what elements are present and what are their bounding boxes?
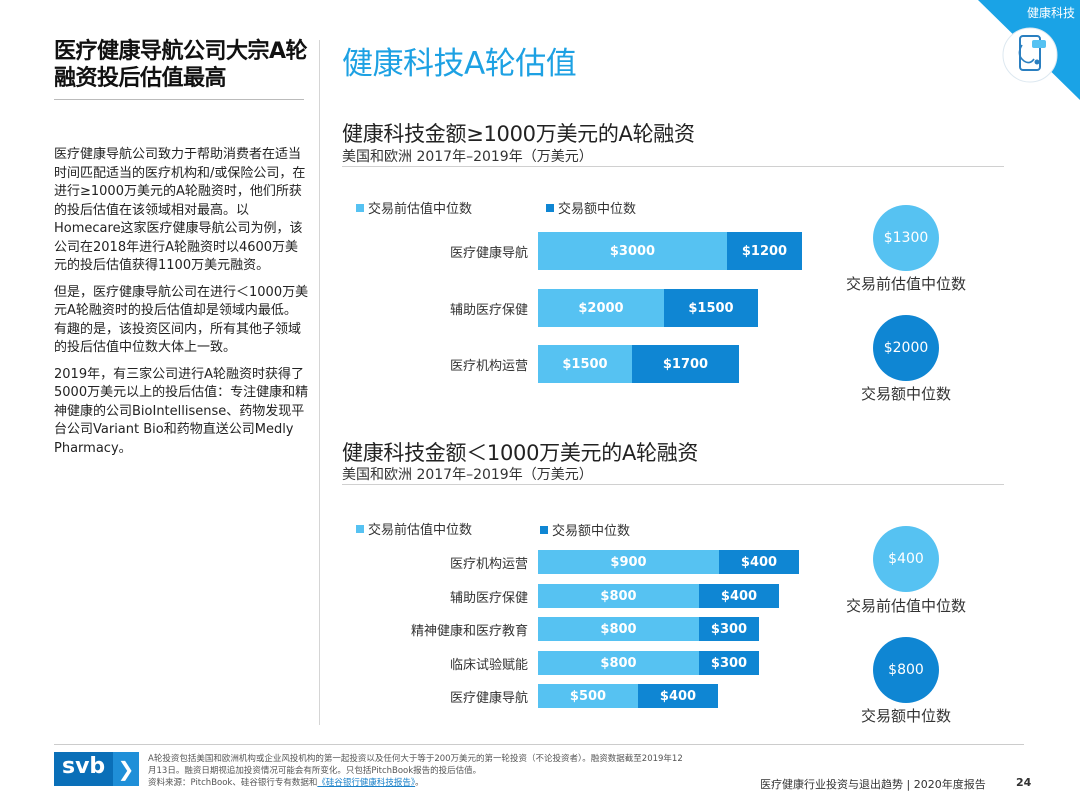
chart2-bar-deal: $300 (699, 651, 759, 675)
footnote-text: A轮投资包括美国和欧洲机构或企业风投机构的第一起投资以及任何大于等于200万美元… (148, 754, 683, 776)
footnote-end: 。 (415, 778, 424, 788)
chart2-bar-pre: $800 (538, 617, 699, 641)
health-tech-icon (1002, 27, 1058, 83)
chart2-bubble-deal-caption: 交易额中位数 (860, 707, 951, 725)
legend-swatch-pre (356, 203, 364, 212)
footnote-source: 资料来源：PitchBook、硅谷银行专有数据和 (148, 778, 318, 788)
left-headline: 医疗健康导航公司大宗A轮融资投后估值最高 (54, 39, 308, 91)
left-divider (54, 99, 304, 100)
report-link[interactable]: 《硅谷银行健康科技报告》 (317, 778, 416, 788)
chart1-bar-pre: $2000 (538, 289, 664, 327)
chart2-bar-pre: $500 (538, 684, 638, 708)
column-divider (319, 40, 320, 725)
chart1-bar-deal: $1200 (727, 232, 802, 270)
chart2-bubble-pre-caption: 交易前估值中位数 (845, 597, 966, 615)
chart2-rule (342, 484, 1004, 485)
svb-logo: svb ❯ (54, 752, 139, 786)
chart2-category-label: 临床试验赋能 (449, 658, 528, 673)
chart2-bar-deal: $400 (638, 684, 718, 708)
chart2-bar-pre: $900 (538, 550, 719, 574)
body-paragraph-3: 2019年，有三家公司进行A轮融资时获得了5000万美元以上的投后估值：专注健康… (54, 366, 309, 456)
chart2-bar-pre: $800 (538, 651, 699, 675)
chart1-bubble-pre: $1300 (873, 205, 939, 271)
chart1-bar-deal: $1700 (632, 345, 739, 383)
svb-logo-text: svb (62, 754, 106, 779)
chart1-subtitle: 美国和欧洲 2017年–2019年（万美元） (342, 149, 593, 165)
chart2-category-label: 精神健康和医疗教育 (410, 624, 528, 639)
chart1-category-label: 医疗健康导航 (449, 246, 528, 261)
chart2-bar-deal: $400 (699, 584, 779, 608)
chart1-title: 健康科技金额≥1000万美元的A轮融资 (342, 122, 695, 146)
chart1-bubble-pre-caption: 交易前估值中位数 (845, 275, 966, 293)
footer-rule (54, 744, 1024, 745)
left-body-text: 医疗健康导航公司致力于帮助消费者在适当时间匹配适当的医疗机构和/或保险公司，在进… (54, 146, 309, 466)
section-tag: 健康科技 (1026, 6, 1075, 20)
chart1-legend-pre: 交易前估值中位数 (356, 198, 472, 217)
chart2-category-label: 医疗健康导航 (449, 691, 528, 706)
chart1-category-label: 医疗机构运营 (449, 359, 528, 374)
chart1-rule (342, 166, 1004, 167)
body-paragraph-1: 医疗健康导航公司致力于帮助消费者在适当时间匹配适当的医疗机构和/或保险公司，在进… (54, 147, 306, 273)
chart1-bar-deal: $1500 (664, 289, 758, 327)
chart2-bar-deal: $400 (719, 550, 799, 574)
chart2-bar-pre: $800 (538, 584, 699, 608)
chart2-bubble-deal: $800 (873, 637, 939, 703)
chart1-category-label: 辅助医疗保健 (449, 303, 528, 318)
chevron-right-icon: ❯ (113, 752, 139, 786)
chart1-bar-pre: $1500 (538, 345, 632, 383)
chart2-bar-deal: $300 (699, 617, 759, 641)
footer-report-title: 医疗健康行业投资与退出趋势 | 2020年度报告 (760, 778, 986, 791)
legend-label: 交易前估值中位数 (368, 523, 473, 538)
chart2-category-label: 辅助医疗保健 (449, 591, 528, 606)
chart2-legend-pre: 交易前估值中位数 (356, 519, 472, 538)
footnote: A轮投资包括美国和欧洲机构或企业风投机构的第一起投资以及任何大于等于200万美元… (148, 753, 688, 789)
chart2-subtitle: 美国和欧洲 2017年–2019年（万美元） (342, 467, 593, 483)
chart1-bar-pre: $3000 (538, 232, 727, 270)
chart1-legend-deal: 交易额中位数 (546, 198, 636, 217)
page-title: 健康科技A轮估值 (342, 46, 577, 82)
page-number: 24 (1016, 776, 1032, 789)
legend-swatch-pre (356, 524, 364, 533)
legend-label: 交易额中位数 (552, 524, 631, 539)
legend-label: 交易额中位数 (558, 202, 637, 217)
legend-swatch-deal (546, 203, 554, 212)
legend-label: 交易前估值中位数 (368, 202, 473, 217)
corner-banner (978, 0, 1080, 100)
chart2-category-label: 医疗机构运营 (449, 557, 528, 572)
chart1-bubble-deal: $2000 (873, 315, 939, 381)
chart2-title: 健康科技金额＜1000万美元的A轮融资 (342, 441, 699, 465)
legend-swatch-deal (540, 525, 548, 534)
chart2-legend-deal: 交易额中位数 (540, 520, 630, 539)
chart1-bubble-deal-caption: 交易额中位数 (860, 385, 951, 403)
body-paragraph-2: 但是，医疗健康导航公司在进行＜1000万美元A轮融资时的投后估值却是领域内最低。… (54, 284, 309, 356)
chart2-bubble-pre: $400 (873, 526, 939, 592)
